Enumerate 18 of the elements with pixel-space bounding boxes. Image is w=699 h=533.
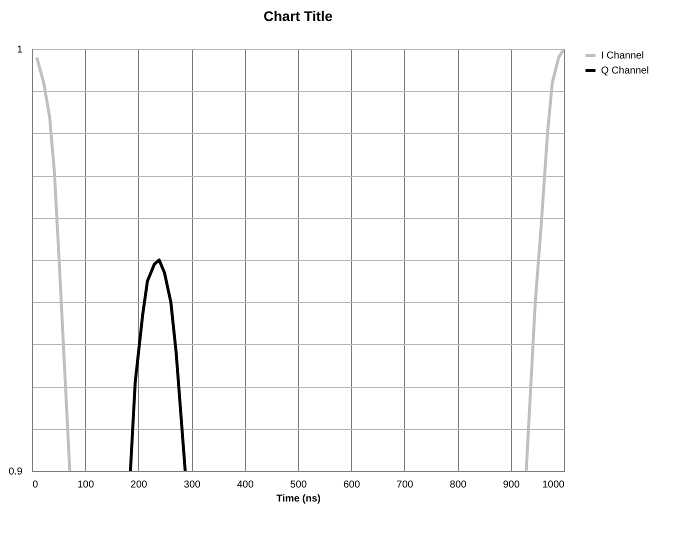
x-tick-label: 400 bbox=[236, 480, 254, 490]
x-tick-label: 100 bbox=[77, 480, 94, 490]
x-tick-label: 1000 bbox=[542, 480, 565, 490]
x-tick-label: 600 bbox=[343, 480, 360, 490]
line-series bbox=[128, 258, 187, 471]
y-tick-label: 1 bbox=[16, 44, 23, 56]
x-tick-label: 200 bbox=[130, 480, 148, 490]
legend-label: Q Channel bbox=[601, 66, 649, 76]
x-tick-label: 900 bbox=[502, 480, 520, 490]
x-tick-label: 0 bbox=[32, 480, 38, 490]
x-tick-label: 500 bbox=[290, 480, 308, 490]
x-tick-label: 800 bbox=[450, 480, 467, 490]
y-tick-label: 0.9 bbox=[8, 466, 23, 478]
x-tick-label: 300 bbox=[184, 480, 201, 490]
x-tick-label: 700 bbox=[396, 480, 414, 490]
x-axis-title: Time (ns) bbox=[276, 494, 321, 504]
legend-label: I Channel bbox=[601, 50, 644, 62]
chart-title: Chart Title bbox=[264, 8, 333, 24]
